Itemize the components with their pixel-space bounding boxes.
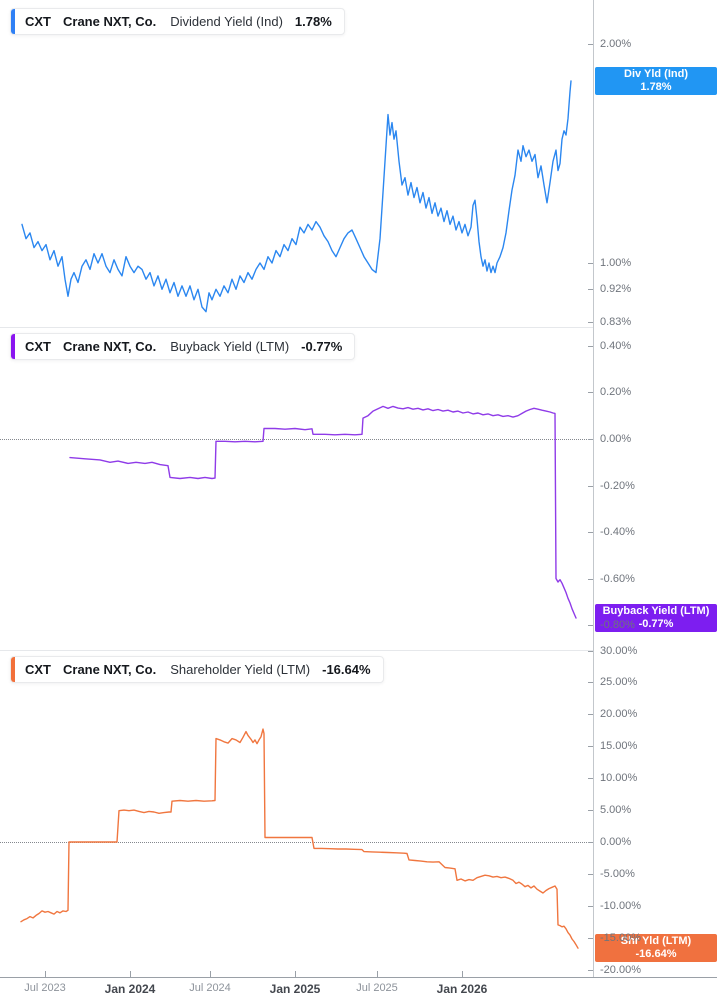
right-axis-line: [593, 0, 594, 977]
x-tick-label: Jan 2026: [436, 982, 488, 996]
x-tick-mark: [377, 971, 378, 977]
y-tick-mark: [588, 970, 593, 971]
y-tick-label: 20.00%: [600, 708, 638, 720]
y-tick-label: 25.00%: [600, 676, 638, 688]
y-tick-mark: [588, 392, 593, 393]
metric-value: -0.77%: [301, 339, 343, 354]
y-tick-label: 0.00%: [600, 433, 632, 445]
y-tick-label: -0.20%: [600, 480, 635, 492]
badge-label: Div Yld (Ind): [624, 68, 688, 80]
accent-bar: [11, 657, 15, 682]
x-tick-mark: [130, 971, 131, 977]
line-series-shareholder-yield-ltm-: [20, 728, 579, 949]
x-tick-mark: [295, 971, 296, 977]
company-name: Crane NXT, Co.: [63, 662, 157, 677]
metric-name: Buyback Yield (LTM): [170, 339, 290, 354]
y-tick-mark: [588, 714, 593, 715]
zero-line: [0, 439, 593, 440]
x-tick-label: Jan 2024: [104, 982, 156, 996]
y-tick-mark: [588, 44, 593, 45]
x-tick-mark: [462, 971, 463, 977]
y-tick-mark: [588, 938, 593, 939]
y-tick-label: -0.60%: [600, 573, 635, 585]
badge-label: Buyback Yield (LTM): [602, 605, 710, 617]
y-tick-mark: [588, 263, 593, 264]
ticker: CXT: [25, 339, 51, 354]
y-tick-mark: [588, 874, 593, 875]
company-name: Crane NXT, Co.: [63, 339, 157, 354]
x-tick-label: Jul 2024: [189, 982, 231, 994]
zero-line: [0, 842, 593, 843]
y-tick-mark: [588, 579, 593, 580]
y-tick-label: 0.40%: [600, 340, 632, 352]
panel-divider: [0, 650, 593, 651]
badge-label: Shr Yld (LTM): [620, 935, 692, 947]
y-tick-mark: [588, 810, 593, 811]
y-tick-label: -5.00%: [600, 868, 635, 880]
y-tick-mark: [588, 746, 593, 747]
axis-badge-buyback-yield[interactable]: Buyback Yield (LTM) -0.77%: [595, 604, 717, 632]
y-tick-label: 10.00%: [600, 772, 638, 784]
metric-value: -16.64%: [322, 662, 371, 677]
chart-panel-buyback-yield[interactable]: [0, 330, 593, 650]
x-tick-label: Jul 2025: [356, 982, 398, 994]
badge-value: -0.77%: [638, 618, 674, 630]
y-tick-label: 0.20%: [600, 386, 632, 398]
chart-title-shareholder-yield[interactable]: CXT Crane NXT, Co. Shareholder Yield (LT…: [10, 656, 384, 683]
line-series-dividend-yield-ind-: [21, 80, 572, 313]
y-tick-label: 0.92%: [600, 283, 632, 295]
x-tick-mark: [210, 971, 211, 977]
chart-title-buyback-yield[interactable]: CXT Crane NXT, Co. Buyback Yield (LTM) -…: [10, 333, 356, 360]
y-tick-label: 2.00%: [600, 38, 632, 50]
y-tick-label: 0.00%: [600, 836, 632, 848]
y-tick-label: -0.40%: [600, 526, 635, 538]
y-tick-label: 15.00%: [600, 740, 638, 752]
y-tick-mark: [588, 322, 593, 323]
y-tick-mark: [588, 625, 593, 626]
chart-title-dividend-yield[interactable]: CXT Crane NXT, Co. Dividend Yield (Ind) …: [10, 8, 345, 35]
y-tick-label: 1.00%: [600, 257, 632, 269]
bottom-axis-line: [0, 977, 717, 978]
chart-panel-shareholder-yield[interactable]: [0, 653, 593, 977]
y-tick-mark: [588, 439, 593, 440]
y-tick-label: -10.00%: [600, 900, 641, 912]
y-tick-mark: [588, 486, 593, 487]
y-tick-mark: [588, 906, 593, 907]
y-tick-mark: [588, 842, 593, 843]
y-tick-mark: [588, 532, 593, 533]
y-tick-label: 0.83%: [600, 316, 632, 328]
line-series-buyback-yield-ltm-: [69, 405, 577, 619]
x-tick-label: Jan 2025: [269, 982, 321, 996]
accent-bar: [11, 9, 15, 34]
ticker: CXT: [25, 662, 51, 677]
axis-badge-shr-yld[interactable]: Shr Yld (LTM) -16.64%: [595, 934, 717, 962]
company-name: Crane NXT, Co.: [63, 14, 157, 29]
y-tick-mark: [588, 778, 593, 779]
y-tick-mark: [588, 682, 593, 683]
badge-value: -16.64%: [635, 948, 677, 960]
y-tick-mark: [588, 346, 593, 347]
metric-name: Shareholder Yield (LTM): [170, 662, 311, 677]
chart-panel-dividend-yield[interactable]: [0, 0, 593, 327]
ticker: CXT: [25, 14, 51, 29]
badge-value: 1.78%: [640, 81, 672, 93]
x-tick-mark: [45, 971, 46, 977]
y-tick-label: -0.80%: [600, 619, 635, 631]
axis-badge-div-yld[interactable]: Div Yld (Ind) 1.78%: [595, 67, 717, 95]
y-tick-mark: [588, 651, 593, 652]
y-tick-label: -15.00%: [600, 932, 641, 944]
metric-name: Dividend Yield (Ind): [170, 14, 283, 29]
panel-divider: [0, 327, 593, 328]
metric-value: 1.78%: [294, 14, 332, 29]
y-tick-label: 5.00%: [600, 804, 632, 816]
y-tick-label: -20.00%: [600, 964, 641, 976]
accent-bar: [11, 334, 15, 359]
y-tick-mark: [588, 289, 593, 290]
x-tick-label: Jul 2023: [24, 982, 66, 994]
y-tick-label: 30.00%: [600, 645, 638, 657]
